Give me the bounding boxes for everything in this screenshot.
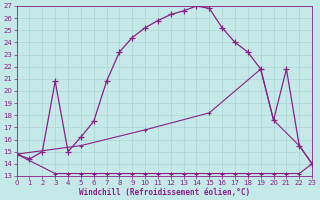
X-axis label: Windchill (Refroidissement éolien,°C): Windchill (Refroidissement éolien,°C) — [79, 188, 250, 197]
